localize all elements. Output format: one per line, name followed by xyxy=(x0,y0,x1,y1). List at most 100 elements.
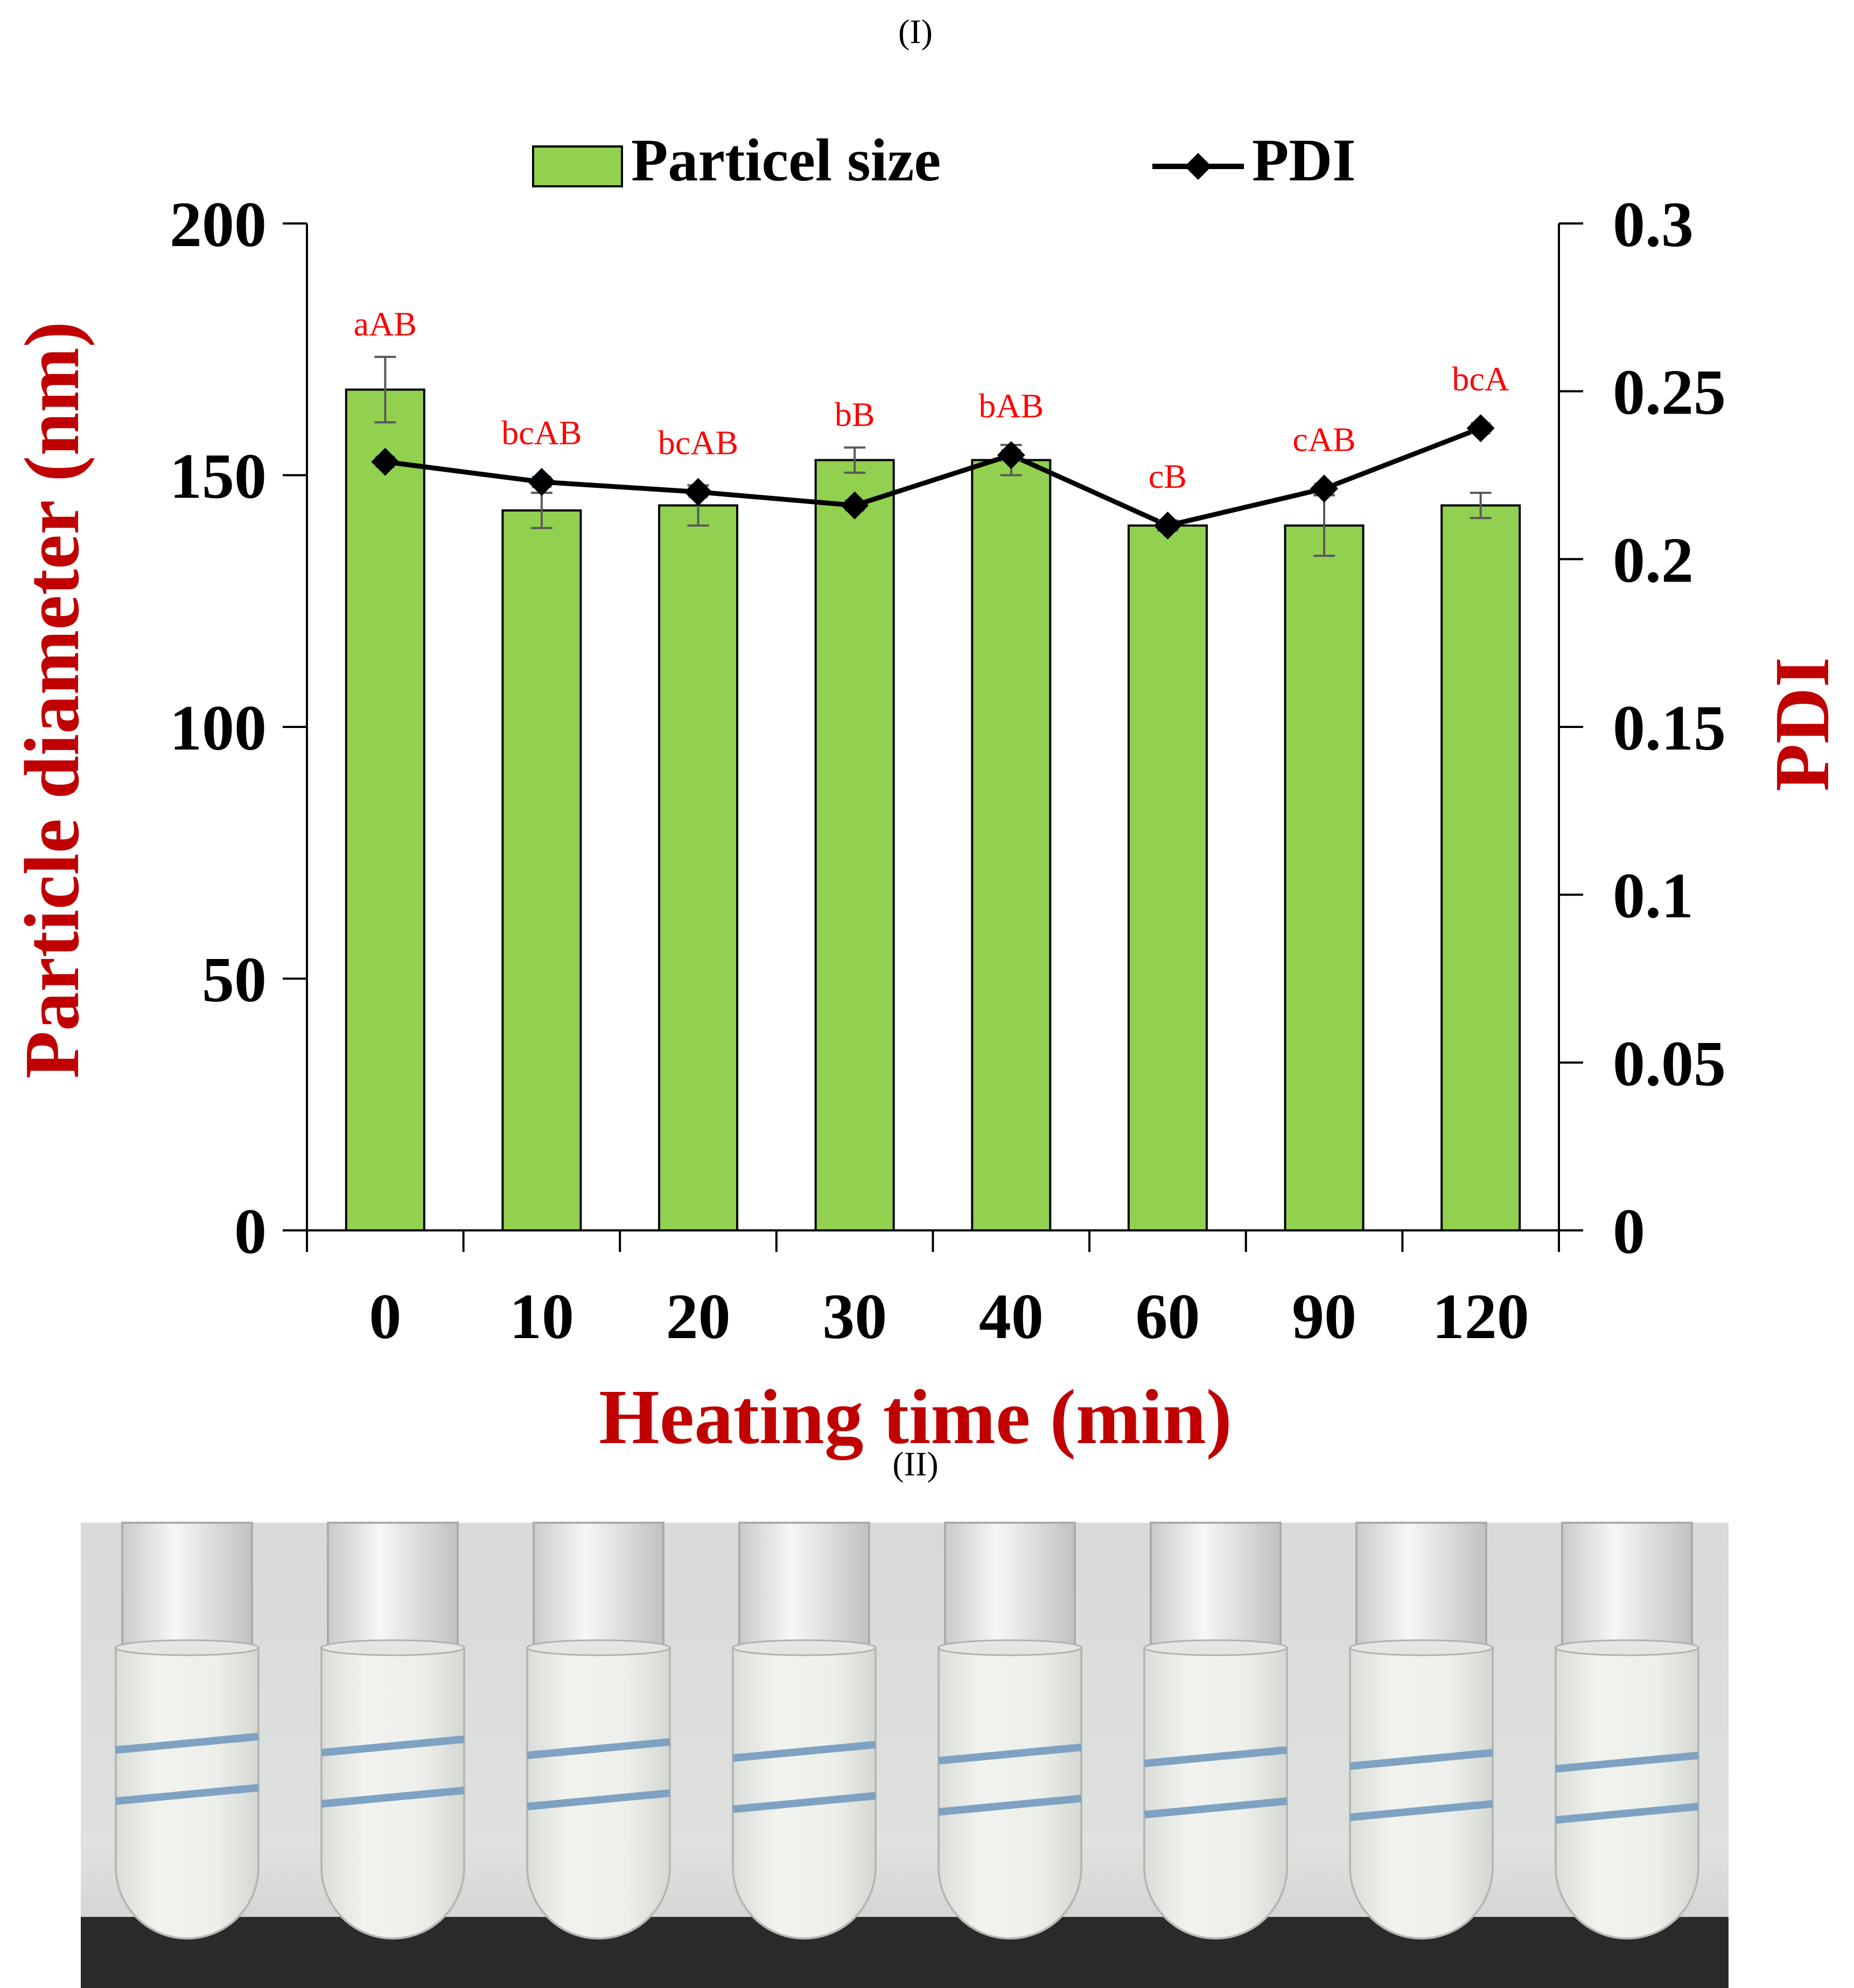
tube-liquid xyxy=(526,1647,671,1940)
bar xyxy=(1127,524,1208,1231)
x-tick-label: 90 xyxy=(1292,1280,1356,1352)
tube-marker-upper xyxy=(115,1733,259,1754)
tube-meniscus xyxy=(732,1639,877,1656)
tube-liquid xyxy=(1143,1647,1288,1940)
test-tube xyxy=(115,1522,260,1940)
significance-label: cB xyxy=(1149,457,1187,495)
significance-label: aAB xyxy=(354,305,417,343)
x-tick-label: 60 xyxy=(1135,1280,1200,1352)
tube-meniscus xyxy=(1555,1639,1699,1656)
y-left-tick-label: 150 xyxy=(170,440,267,512)
tube-marker-upper xyxy=(321,1735,465,1756)
tube-marker-lower xyxy=(527,1789,670,1810)
tube-liquid xyxy=(320,1647,465,1940)
tube-glass-neck xyxy=(1561,1522,1693,1658)
tube-meniscus xyxy=(115,1639,260,1656)
tube-row xyxy=(115,1522,1699,1940)
tube-liquid xyxy=(732,1647,877,1940)
tube-glass-neck xyxy=(121,1522,253,1658)
x-tick-label: 0 xyxy=(369,1280,401,1352)
significance-label: bcAB xyxy=(658,424,738,462)
tube-glass-neck xyxy=(738,1522,870,1658)
pdi-marker xyxy=(1153,512,1182,540)
tube-meniscus xyxy=(526,1639,671,1656)
tube-meniscus xyxy=(938,1639,1082,1656)
significance-label: cAB xyxy=(1292,420,1355,458)
bar xyxy=(658,504,739,1231)
tube-glass-neck xyxy=(1355,1522,1487,1658)
test-tube xyxy=(938,1522,1082,1940)
pdi-marker xyxy=(371,447,400,476)
tube-liquid xyxy=(1555,1647,1699,1940)
significance-label: bcA xyxy=(1452,360,1509,398)
y-right-tick-label: 0.05 xyxy=(1613,1027,1726,1099)
chart-axes xyxy=(283,222,1583,1252)
pdi-marker xyxy=(1466,414,1495,443)
x-tick-label: 30 xyxy=(822,1280,887,1352)
tube-marker-lower xyxy=(321,1787,465,1808)
tube-marker-upper xyxy=(1144,1746,1288,1767)
legend-line-label: PDI xyxy=(1252,127,1356,194)
test-tube xyxy=(1143,1522,1288,1940)
y-left-tick-label: 200 xyxy=(170,188,267,260)
tube-liquid xyxy=(1349,1647,1494,1940)
test-tube xyxy=(526,1522,671,1940)
test-tube xyxy=(732,1522,877,1940)
x-axis-title: Heating time (min) xyxy=(599,1374,1232,1460)
tube-glass-neck xyxy=(944,1522,1076,1658)
legend-bar-swatch xyxy=(532,145,623,187)
significance-label: bAB xyxy=(978,387,1044,425)
y-right-tick-label: 0.3 xyxy=(1613,188,1694,260)
significance-label: bB xyxy=(835,395,875,433)
y-left-tick-label: 100 xyxy=(170,692,267,764)
x-tick-label: 20 xyxy=(666,1280,731,1352)
bar xyxy=(1284,524,1365,1231)
test-tube xyxy=(320,1522,465,1940)
y-axis-right-title: PDI xyxy=(1759,657,1845,792)
x-tick-label: 120 xyxy=(1432,1280,1529,1352)
pdi-marker xyxy=(841,491,869,520)
pdi-marker xyxy=(684,478,712,506)
y-right-tick-label: 0.25 xyxy=(1613,356,1726,428)
legend-bar-label: Particel size xyxy=(631,127,941,194)
tube-marker-lower xyxy=(1555,1803,1699,1824)
significance-label: bcAB xyxy=(501,414,582,452)
bar xyxy=(814,459,895,1232)
y-right-tick-label: 0.15 xyxy=(1613,692,1726,764)
tube-meniscus xyxy=(1143,1639,1288,1656)
legend-diamond-marker xyxy=(1185,153,1212,180)
pdi-marker xyxy=(527,467,556,496)
pdi-series xyxy=(371,414,1495,540)
y-right-tick-label: 0.2 xyxy=(1613,524,1694,596)
y-left-tick-label: 0 xyxy=(234,1195,267,1267)
chart-legend: Particel size PDI xyxy=(532,127,1356,194)
tube-marker-upper xyxy=(1349,1749,1493,1770)
tube-glass-neck xyxy=(327,1522,459,1658)
figure-panel-i: (I) Particel size PDI aAB bcAB bcAB bB bAB cB… xyxy=(9,12,1845,1483)
bar xyxy=(971,459,1052,1232)
tube-marker-upper xyxy=(938,1744,1082,1765)
panel-label-i: (I) xyxy=(898,12,933,51)
y-right-tick-label: 0.1 xyxy=(1613,860,1694,932)
y-axis-left-title: Particle diameter (nm) xyxy=(9,321,95,1079)
tube-meniscus xyxy=(320,1639,465,1656)
test-tube xyxy=(1555,1522,1699,1940)
bar xyxy=(345,388,425,1231)
axis-tick-labels: 0 50 100 150 200 0 0.05 0.1 0.15 0.2 0.25 0.3 0 10 20 3… xyxy=(170,188,1726,1352)
panel-label-ii: (II) xyxy=(892,1445,938,1483)
tube-marker-lower xyxy=(938,1795,1082,1816)
tube-liquid xyxy=(938,1647,1082,1940)
y-right-tick-label: 0 xyxy=(1613,1195,1645,1267)
photo-rack-base xyxy=(81,1917,1729,1988)
test-tube-photo xyxy=(81,1522,1729,1988)
tube-marker-lower xyxy=(1349,1800,1493,1821)
pdi-line xyxy=(384,426,1482,528)
tube-marker-upper xyxy=(1555,1752,1699,1773)
bar-series xyxy=(345,388,1521,1232)
bar xyxy=(501,509,582,1232)
significance-annotations: aAB bcAB bcAB bB bAB cB cAB bcA xyxy=(354,305,1509,495)
tube-marker-lower xyxy=(732,1792,876,1813)
bar xyxy=(1440,504,1521,1231)
x-tick-label: 40 xyxy=(979,1280,1044,1352)
x-tick-label: 10 xyxy=(509,1280,574,1352)
